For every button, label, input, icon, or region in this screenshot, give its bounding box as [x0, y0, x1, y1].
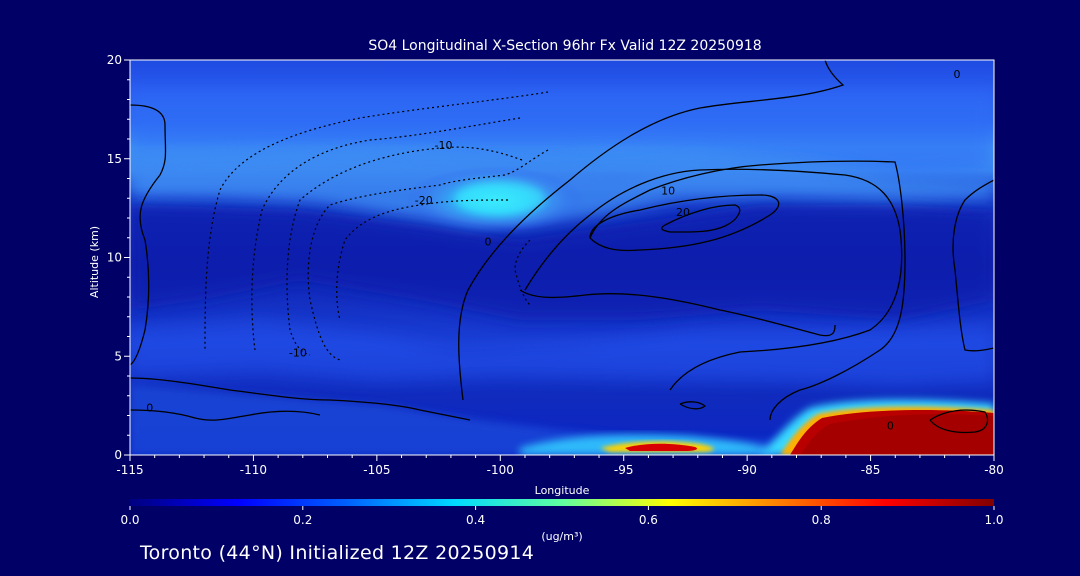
plot-area: [130, 60, 994, 455]
x-axis: -115 -110 -105 -100 -95 -90 -85 -80: [116, 455, 1004, 477]
colorbar-tick-label: 0.2: [293, 513, 312, 527]
y-tick-label: 5: [114, 349, 122, 363]
y-tick-label: 20: [107, 53, 122, 67]
colorbar-tick-label: 1.0: [984, 513, 1003, 527]
contours-negative: [204, 91, 549, 361]
y-axis-label: Altitude (km): [88, 226, 101, 298]
x-tick-label: -110: [240, 463, 267, 477]
y-axis: 0 5 10 15 20: [107, 53, 130, 462]
contour-label: -10: [289, 346, 307, 359]
contour-label: 20: [676, 206, 690, 219]
contours-positive: [130, 60, 994, 434]
contour-label: -10: [435, 139, 453, 152]
colorbar-ticks: 0.0 0.2 0.4 0.6 0.8 1.0: [120, 506, 1004, 527]
contour-label: 0: [146, 402, 153, 415]
footer-caption: Toronto (44°N) Initialized 12Z 20250914: [140, 542, 535, 564]
field-plume-east-deep: [800, 414, 994, 455]
colorbar-tick-label: 0.4: [466, 513, 485, 527]
field-mid-band: [130, 320, 994, 385]
contour-label: 10: [661, 184, 675, 197]
y-tick-label: 10: [107, 251, 122, 265]
contour-label: 0: [887, 419, 894, 432]
x-tick-label: -115: [116, 463, 143, 477]
contour-label: 0: [484, 236, 491, 249]
colorbar-tick-label: 0.6: [639, 513, 658, 527]
x-tick-label: -90: [737, 463, 757, 477]
y-tick-label: 15: [107, 152, 122, 166]
colorbar-tick-label: 0.0: [120, 513, 139, 527]
x-tick-label: -105: [363, 463, 390, 477]
contour-label: -20: [415, 194, 433, 207]
contour-label: 0: [953, 68, 960, 81]
x-tick-label: -100: [487, 463, 514, 477]
chart-title: SO4 Longitudinal X-Section 96hr Fx Valid…: [368, 38, 761, 54]
colorbar: [130, 499, 994, 506]
colorbar-unit-label: (ug/m³): [541, 530, 582, 543]
y-tick-label: 0: [114, 448, 122, 462]
field-cyan-core: [455, 181, 545, 215]
x-axis-label: Longitude: [535, 484, 590, 497]
x-tick-label: -80: [984, 463, 1004, 477]
x-tick-label: -95: [614, 463, 634, 477]
field-trop-dark: [130, 205, 994, 320]
colorbar-tick-label: 0.8: [812, 513, 831, 527]
field-upper-light: [130, 90, 994, 175]
x-tick-label: -85: [861, 463, 881, 477]
field-plume-west-core: [625, 443, 697, 451]
